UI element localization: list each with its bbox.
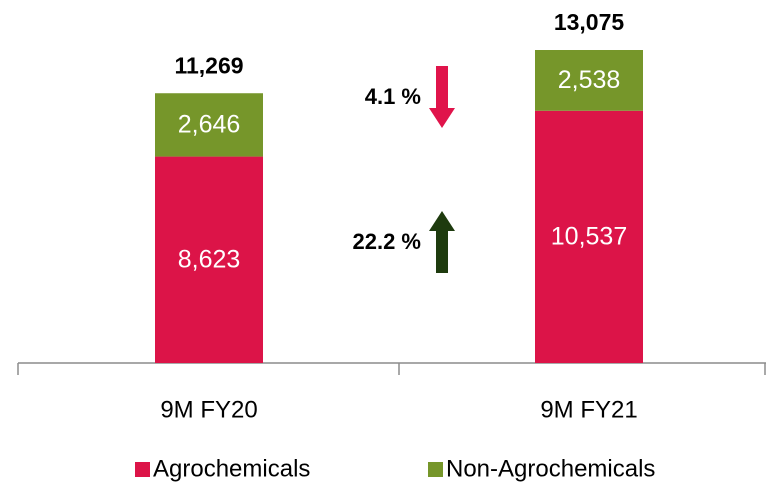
legend-label: Agrochemicals [153, 455, 310, 482]
annotation-label: 4.1 % [365, 84, 421, 109]
value-label: 8,623 [178, 245, 241, 273]
total-label: 11,269 [174, 52, 243, 78]
value-label: 2,538 [558, 66, 621, 94]
value-label: 2,646 [178, 111, 241, 139]
legend-label: Non-Agrochemicals [446, 455, 655, 482]
bar-segment [155, 93, 263, 157]
annotation-arrow [429, 211, 455, 273]
bar-segment [155, 156, 263, 363]
annotation-label: 22.2 % [353, 229, 422, 254]
total-label: 13,075 [554, 9, 625, 35]
bar-segment [535, 110, 643, 363]
value-label: 10,537 [551, 222, 627, 250]
bar-segment [535, 50, 643, 111]
annotation-arrow [429, 66, 455, 128]
legend-swatch [135, 462, 150, 477]
legend-swatch [428, 462, 443, 477]
x-tick-label: 9M FY21 [540, 396, 637, 423]
x-tick-label: 9M FY20 [160, 396, 257, 423]
